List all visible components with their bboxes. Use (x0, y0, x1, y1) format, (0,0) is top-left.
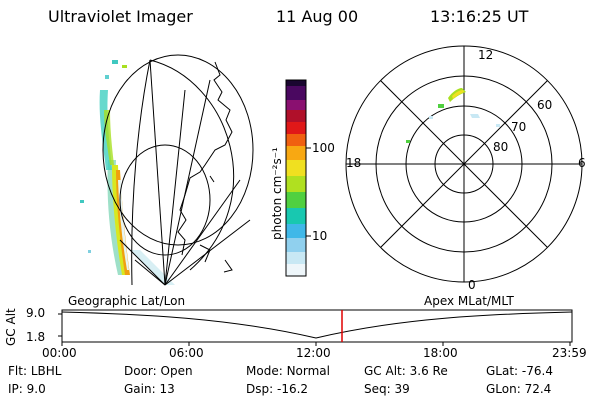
mlt-label-6: 6 (578, 156, 586, 170)
glat-info: GLat: -76.4 (486, 364, 553, 378)
x-tick-2359: 23:59 (552, 346, 587, 360)
gain-info: Gain: 13 (124, 382, 175, 396)
filter-value: LBHL (30, 364, 62, 378)
mode-value: Normal (286, 364, 330, 378)
colorbar-tick-100: 100 (312, 141, 335, 155)
dsp-value: -16.2 (276, 382, 309, 396)
gain-value: 13 (159, 382, 175, 396)
ip-label: IP: (8, 382, 23, 396)
seq-info: Seq: 39 (364, 382, 410, 396)
timeline-y-bottom: 1.8 (26, 330, 46, 344)
geo-grid (102, 54, 254, 286)
dsp-info: Dsp: -16.2 (246, 382, 308, 396)
glat-label: GLat: (486, 364, 519, 378)
seq-label: Seq: (364, 382, 391, 396)
glon-value: 72.4 (524, 382, 552, 396)
glon-info: GLon: 72.4 (486, 382, 551, 396)
ip-value: 9.0 (26, 382, 46, 396)
dsp-label: Dsp: (246, 382, 274, 396)
geo-panel-label: Geographic Lat/Lon (68, 294, 186, 308)
mlt-label-0: 0 (468, 278, 476, 292)
door-label: Door: (124, 364, 157, 378)
x-tick-1200: 12:00 (296, 346, 331, 360)
polar-panel-label: Apex MLat/MLT (424, 294, 514, 308)
door-info: Door: Open (124, 364, 193, 378)
filter-label: Flt: (8, 364, 27, 378)
x-tick-1800: 18:00 (423, 346, 458, 360)
time-label: 13:16:25 UT (430, 7, 529, 26)
seq-value: 39 (394, 382, 410, 396)
glon-label: GLon: (486, 382, 521, 396)
date-label: 11 Aug 00 (276, 7, 359, 26)
geo-aurora-image (80, 60, 175, 285)
instrument-title: Ultraviolet Imager (48, 7, 193, 26)
timeline-y-top: 9.0 (26, 306, 46, 320)
door-value: Open (160, 364, 193, 378)
filter-info: Flt: LBHL (8, 364, 61, 378)
coastline (177, 61, 233, 273)
gc-alt-value: 3.6 Re (409, 364, 448, 378)
mlat-label-60: 60 (537, 98, 553, 112)
glat-value: -76.4 (521, 364, 553, 378)
colorbar-unit-label: photon cm⁻²s⁻¹ (270, 147, 284, 240)
gc-alt-info: GC Alt: 3.6 Re (364, 364, 448, 378)
polar-grid (345, 45, 583, 283)
gain-label: Gain: (124, 382, 156, 396)
mlat-label-70: 70 (511, 120, 527, 134)
mlt-label-12: 12 (478, 48, 494, 62)
ip-info: IP: 9.0 (8, 382, 46, 396)
gc-alt-label: GC Alt: (364, 364, 406, 378)
mode-label: Mode: (246, 364, 283, 378)
x-tick-0000: 00:00 (42, 346, 77, 360)
mode-info: Mode: Normal (246, 364, 330, 378)
mlt-label-18: 18 (346, 156, 362, 170)
colorbar (285, 79, 311, 277)
timeline-axis-title: GC Alt (4, 308, 18, 346)
mlat-label-80: 80 (493, 140, 509, 154)
polar-aurora (406, 88, 500, 143)
x-tick-0600: 06:00 (169, 346, 204, 360)
timeline-plot (58, 309, 573, 346)
colorbar-tick-10: 10 (312, 229, 328, 243)
